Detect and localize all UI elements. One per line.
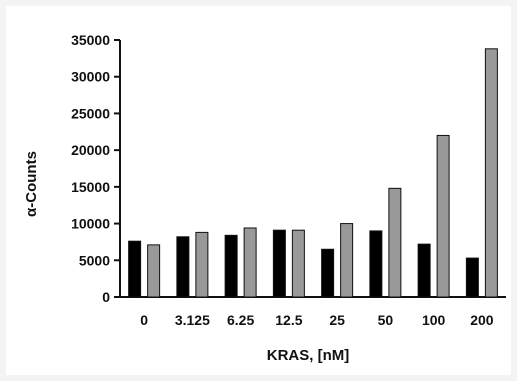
x-tick-label: 0 [140,312,148,328]
x-axis-title: KRAS, [nM] [267,347,350,364]
x-tick-label: 50 [378,312,394,328]
bar-series-2 [484,48,498,298]
y-tick-label: 10000 [71,216,110,232]
bar-series-2 [388,187,402,298]
y-tick-label: 20000 [71,142,110,158]
bar-series-1 [369,230,383,298]
bar-series-1 [128,240,142,298]
bar-series-1 [465,257,479,298]
bar-series-1 [224,234,238,298]
bar-series-1 [176,236,190,298]
y-tick-label: 0 [102,289,110,305]
y-tick-label: 15000 [71,179,110,195]
y-tick-label: 5000 [79,252,110,268]
x-tick-label: 100 [422,312,446,328]
x-tick-label: 6.25 [227,312,254,328]
y-tick-label: 35000 [71,32,110,48]
y-axis-title: α-Counts [23,151,40,217]
x-tick-label: 12.5 [275,312,302,328]
bar-series-2 [291,229,305,298]
chart-panel: α-Counts KRAS, [nM] 0 5000 10000 15000 20000… [6,6,511,375]
x-tick-label: 25 [329,312,345,328]
bar-series-2 [195,231,209,298]
y-tick-label: 30000 [71,69,110,85]
bar-series-2 [340,223,354,298]
bar-series-1 [417,243,431,298]
bar-series-2 [243,227,257,298]
bar-series-1 [272,229,286,298]
x-tick-label: 200 [470,312,494,328]
x-tick-label: 3.125 [175,312,210,328]
bar-chart: α-Counts KRAS, [nM] 0 5000 10000 15000 20000… [23,32,506,364]
bar-series-1 [321,248,335,298]
bar-series-2 [436,134,450,298]
bar-series-2 [147,244,161,298]
y-tick-label: 25000 [71,105,110,121]
